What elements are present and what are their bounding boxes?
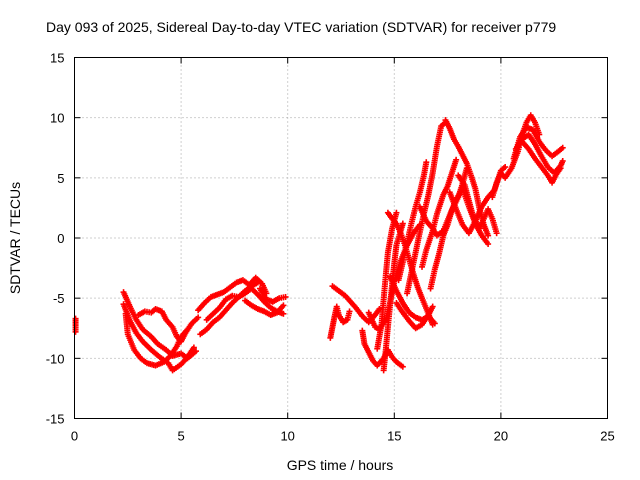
data-points: [72, 112, 566, 374]
data-point: [429, 321, 436, 328]
x-tick-label: 0: [71, 429, 78, 444]
data-point: [399, 363, 406, 370]
data-point: [559, 144, 566, 151]
data-point: [393, 209, 400, 216]
y-tick-label: -10: [46, 351, 65, 366]
y-tick-label: -5: [53, 291, 65, 306]
x-tick-label: 5: [177, 429, 184, 444]
data-point: [195, 314, 202, 321]
y-tick-label: 0: [57, 231, 64, 246]
data-point: [423, 159, 430, 166]
y-tick-label: 5: [57, 171, 64, 186]
axis-ticks: 0 5 10 15 20 25 -15 -10 -5 0 5 10 15: [46, 51, 615, 444]
y-axis-label: SDTVAR / TECUs: [7, 182, 23, 294]
data-point: [280, 302, 287, 309]
data-point: [282, 293, 289, 300]
data-point: [485, 241, 492, 248]
plot-frame: [74, 57, 608, 419]
x-tick-label: 15: [387, 429, 401, 444]
x-tick-label: 25: [600, 429, 614, 444]
data-point: [376, 305, 383, 312]
y-tick-label: 15: [50, 51, 64, 66]
data-point: [72, 328, 79, 335]
data-point: [493, 230, 500, 237]
data-point: [557, 165, 564, 172]
x-axis-label: GPS time / hours: [287, 457, 394, 473]
x-tick-label: 20: [494, 429, 508, 444]
y-tick-label: 10: [50, 111, 64, 126]
data-point: [502, 164, 509, 171]
data-point: [559, 157, 566, 164]
chart-title: Day 093 of 2025, Sidereal Day-to-day VTE…: [46, 19, 556, 35]
data-point: [190, 344, 197, 351]
data-point: [280, 310, 287, 317]
data-point: [429, 303, 436, 310]
data-point: [399, 220, 406, 227]
data-point: [453, 156, 460, 163]
x-tick-label: 10: [280, 429, 294, 444]
data-point: [485, 232, 492, 239]
data-point: [346, 308, 353, 315]
y-tick-label: -15: [46, 412, 65, 427]
